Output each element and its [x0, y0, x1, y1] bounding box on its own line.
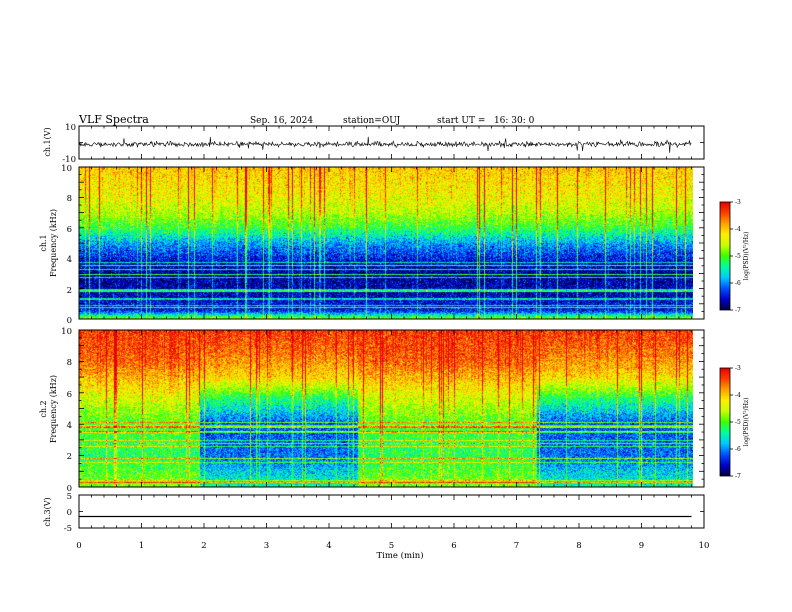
- ch2-spec-ytick-0: 0: [67, 484, 72, 494]
- ch1-colorbar-ramp: [719, 201, 731, 311]
- ch1-spec-ytick-10: 10: [61, 164, 72, 174]
- ch3-ytick-top: 5: [67, 492, 72, 502]
- ch1-colorbar-ticks: -3 -4 -5 -6 -7: [730, 199, 741, 314]
- ch2-spec-ytick-6: 6: [67, 390, 72, 400]
- ch1-spectrogram-panel: 10 8 6 4 2 0 ch.1 Frequency (kHz): [39, 164, 705, 326]
- colorbar-tick-label: -7: [735, 307, 741, 314]
- ch2-colorbar-ticks: -3 -4 -5 -6 -7: [730, 365, 741, 480]
- x-tick-label: 7: [514, 541, 519, 551]
- ch1-waveform-panel: 10 -10 ch.1(V): [43, 123, 705, 165]
- ch1-waveform-ylabel: ch.1(V): [43, 127, 52, 156]
- ch1-spec-ytick-0: 0: [67, 316, 72, 326]
- ch1-spec-ytick-4: 4: [67, 255, 72, 265]
- ch2-colorbar: -3 -4 -5 -6 -7 log(PSD)(V²/Hz): [719, 365, 750, 480]
- ch2-spec-ytick-4: 4: [67, 421, 72, 431]
- ch2-spec-ylabel: Frequency (kHz): [49, 375, 58, 443]
- axis-ticks: [78, 125, 705, 529]
- x-tick-label: 5: [389, 541, 394, 551]
- ch1-spectrogram-heatmap: [79, 167, 693, 319]
- ch2-colorbar-label: log(PSD)(V²/Hz): [743, 398, 750, 447]
- ch1-spec-channel-label: ch.1: [39, 234, 48, 251]
- colorbar-tick-label: -6: [735, 280, 741, 287]
- ch2-spectrogram-image-holder: [79, 330, 693, 487]
- ch3-ytick-bottom: -5: [64, 524, 72, 534]
- x-tick-label: 6: [451, 541, 456, 551]
- colorbar-tick-label: -3: [735, 365, 741, 372]
- figure-title: VLF Spectra: [78, 113, 149, 126]
- ch2-spec-ytick-8: 8: [67, 358, 72, 368]
- x-tick-label: 4: [326, 541, 331, 551]
- ch1-spec-ylabel: Frequency (kHz): [49, 209, 58, 277]
- x-tick-label: 0: [76, 541, 81, 551]
- x-tick-labels: 0 1 2 3 4 5 6 7 8 9 10: [76, 541, 709, 551]
- colorbar-tick-label: -4: [735, 226, 741, 233]
- x-tick-label: 9: [639, 541, 644, 551]
- colorbar-tick-label: -5: [735, 419, 741, 426]
- ch1-spec-ytick-2: 2: [67, 286, 72, 296]
- ch2-spec-ytick-10: 10: [61, 327, 72, 337]
- ch1-ytick-top: 10: [65, 123, 76, 133]
- ch1-colorbar-label: log(PSD)(V²/Hz): [743, 232, 750, 281]
- colorbar-tick-label: -4: [735, 392, 741, 399]
- ch2-spec-channel-label: ch.2: [39, 400, 48, 417]
- x-axis-label: Time (min): [376, 550, 423, 561]
- colorbar-tick-label: -6: [735, 446, 741, 453]
- x-tick-label: 2: [201, 541, 206, 551]
- header-start-ut: start UT = 16: 30: 0: [437, 116, 535, 126]
- ch2-spectrogram-heatmap: [79, 330, 693, 487]
- ch1-spec-ytick-6: 6: [67, 225, 72, 235]
- ch1-colorbar: -3 -4 -5 -6 -7 log(PSD)(V²/Hz): [719, 199, 750, 314]
- ch3-ytick-mid: 0: [67, 508, 72, 518]
- ch1-ytick-bottom: -10: [62, 155, 76, 165]
- ch1-spec-ytick-8: 8: [67, 194, 72, 204]
- ch2-colorbar-ramp: [719, 367, 731, 477]
- ch3-waveform-panel: 5 0 -5 ch.3(V): [43, 492, 705, 534]
- x-tick-label: 10: [699, 541, 710, 551]
- colorbar-tick-label: -5: [735, 253, 741, 260]
- header-station: station=OUJ: [343, 116, 401, 126]
- x-tick-label: 8: [576, 541, 581, 551]
- x-tick-label: 3: [264, 541, 269, 551]
- ch1-spectrogram-image-holder: [79, 167, 693, 319]
- ch3-waveform-ylabel: ch.3(V): [43, 497, 52, 526]
- colorbar-tick-label: -7: [735, 473, 741, 480]
- ch2-spec-ytick-2: 2: [67, 452, 72, 462]
- x-tick-label: 1: [139, 541, 144, 551]
- ch1-waveform-line: [78, 136, 692, 153]
- colorbar-tick-label: -3: [735, 199, 741, 206]
- header-date: Sep. 16, 2024: [250, 116, 313, 126]
- ch2-spectrogram-panel: 10 8 6 4 2 0 ch.2 Frequency (kHz): [39, 327, 705, 494]
